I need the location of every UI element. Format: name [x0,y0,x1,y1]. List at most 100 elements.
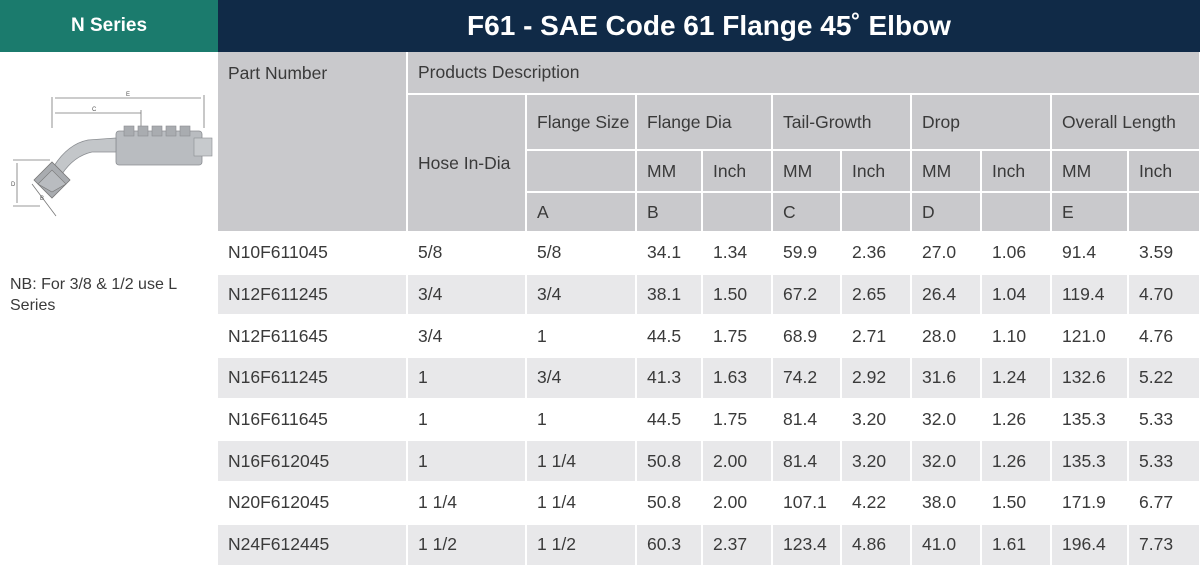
cell-drop-mm: 27.0 [911,232,982,275]
cell-overall-length-inch: 5.22 [1128,357,1200,400]
cell-overall-length-mm: 119.4 [1051,273,1129,317]
cell-hose-in-dia: 5/8 [407,232,527,275]
cell-drop-mm: 28.0 [911,315,982,359]
table-row: N24F612445 1 1/2 1 1/2 60.3 2.37 123.4 4.86 41.… [218,523,1200,567]
table-row: N16F611645 1 1 44.5 1.75 81.4 3.20 32.0 1.26 135.… [218,398,1200,442]
header-dim-c: C [772,192,842,233]
cell-part-number: N16F612045 [218,440,408,484]
header-dim-blank [702,192,773,233]
cell-part-number: N20F612045 [218,482,408,525]
cell-flange-dia-mm: 38.1 [636,273,703,317]
header-unit-inch: Inch [841,150,912,193]
table-row: N10F611045 5/8 5/8 34.1 1.34 59.9 2.36 27.0 1.06… [218,232,1200,275]
cell-drop-mm: 31.6 [911,357,982,400]
header-unit-mm: MM [636,150,703,193]
cell-tail-growth-inch: 2.36 [841,232,912,275]
cell-tail-growth-inch: 4.22 [841,482,912,525]
page-title: F61 - SAE Code 61 Flange 45˚ Elbow [218,0,1200,52]
cell-flange-size: 3/4 [526,273,637,317]
table-row: N12F611645 3/4 1 44.5 1.75 68.9 2.71 28.0 1.10 12… [218,315,1200,359]
header-part-number: Part Number [218,52,408,233]
dim-label-b: B [40,196,44,202]
cell-overall-length-mm: 121.0 [1051,315,1129,359]
dim-label-e: E [126,92,130,98]
cell-drop-inch: 1.26 [981,440,1052,484]
cell-flange-dia-mm: 34.1 [636,232,703,275]
header-unit-mm: MM [1051,150,1129,193]
series-tab[interactable]: N Series [0,0,218,52]
header-overall-length: Overall Length [1051,94,1200,151]
cell-tail-growth-mm: 81.4 [772,440,842,484]
cell-tail-growth-mm: 68.9 [772,315,842,359]
header-dim-e: E [1051,192,1129,233]
cell-overall-length-inch: 7.73 [1128,523,1200,567]
header-unit-inch: Inch [981,150,1052,193]
cell-tail-growth-inch: 2.65 [841,273,912,317]
cell-flange-size: 3/4 [526,357,637,400]
cell-drop-inch: 1.61 [981,523,1052,567]
cell-overall-length-inch: 5.33 [1128,398,1200,442]
cell-tail-growth-mm: 59.9 [772,232,842,275]
cell-part-number: N10F611045 [218,232,408,275]
cell-tail-growth-mm: 67.2 [772,273,842,317]
cell-tail-growth-inch: 4.86 [841,523,912,567]
cell-flange-size: 1 [526,398,637,442]
cell-drop-mm: 32.0 [911,440,982,484]
cell-flange-size: 1 [526,315,637,359]
header-flange-size: Flange Size [526,94,637,151]
cell-drop-inch: 1.50 [981,482,1052,525]
cell-tail-growth-mm: 123.4 [772,523,842,567]
cell-hose-in-dia: 1 [407,398,527,442]
dim-label-d: D [11,182,16,188]
cell-flange-dia-inch: 1.63 [702,357,773,400]
cell-flange-dia-mm: 50.8 [636,482,703,525]
spec-table: Part Number Products Description Hose In… [218,52,1200,567]
cell-flange-size: 5/8 [526,232,637,275]
cell-part-number: N12F611245 [218,273,408,317]
header-dim-blank [981,192,1052,233]
cell-drop-mm: 26.4 [911,273,982,317]
header-dim-a: A [526,192,637,233]
cell-flange-dia-inch: 1.50 [702,273,773,317]
cell-overall-length-inch: 4.70 [1128,273,1200,317]
cell-flange-size: 1 1/4 [526,482,637,525]
header-dim-b: B [636,192,703,233]
cell-drop-inch: 1.10 [981,315,1052,359]
fitting-drawing: E C D B [11,92,213,217]
header-unit-mm: MM [772,150,842,193]
series-note: NB: For 3/8 & 1/2 use L Series [10,276,177,314]
header-dim-blank [1128,192,1200,233]
header-unit-inch: Inch [1128,150,1200,193]
cell-tail-growth-inch: 2.92 [841,357,912,400]
cell-hose-in-dia: 1 1/4 [407,482,527,525]
cell-part-number: N16F611245 [218,357,408,400]
cell-flange-dia-inch: 1.34 [702,232,773,275]
cell-hose-in-dia: 1 [407,357,527,400]
cell-drop-mm: 32.0 [911,398,982,442]
table-row: N20F612045 1 1/4 1 1/4 50.8 2.00 107.1 4.22 38.… [218,482,1200,525]
header-flange-dia: Flange Dia [636,94,773,151]
cell-drop-inch: 1.26 [981,398,1052,442]
cell-part-number: N16F611645 [218,398,408,442]
cell-drop-inch: 1.04 [981,273,1052,317]
cell-hose-in-dia: 1 1/2 [407,523,527,567]
cell-flange-dia-mm: 41.3 [636,357,703,400]
cell-overall-length-mm: 171.9 [1051,482,1129,525]
cell-tail-growth-mm: 74.2 [772,357,842,400]
cell-overall-length-mm: 132.6 [1051,357,1129,400]
header-dim-d: D [911,192,982,233]
cell-drop-mm: 38.0 [911,482,982,525]
cell-overall-length-mm: 196.4 [1051,523,1129,567]
header-tail-growth: Tail-Growth [772,94,912,151]
cell-flange-dia-inch: 1.75 [702,315,773,359]
header-unit-mm: MM [911,150,982,193]
cell-flange-size: 1 1/2 [526,523,637,567]
cell-flange-dia-inch: 2.00 [702,482,773,525]
cell-flange-dia-mm: 44.5 [636,398,703,442]
table-row: N16F612045 1 1 1/4 50.8 2.00 81.4 3.20 32.0 1.26… [218,440,1200,484]
cell-overall-length-inch: 6.77 [1128,482,1200,525]
cell-overall-length-inch: 4.76 [1128,315,1200,359]
header-hose-in-dia: Hose In-Dia [407,94,527,233]
cell-tail-growth-inch: 2.71 [841,315,912,359]
cell-flange-dia-inch: 1.75 [702,398,773,442]
